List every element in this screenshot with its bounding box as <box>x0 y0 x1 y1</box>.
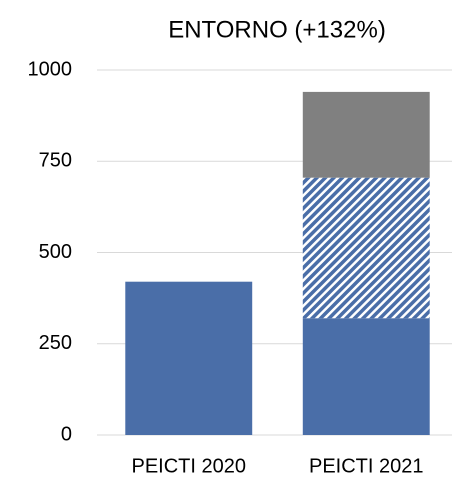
bar-segment <box>302 318 430 435</box>
x-tick-label: PEICTI 2021 <box>309 455 424 477</box>
chart-title: ENTORNO (+132%) <box>168 16 386 43</box>
bar-segment <box>302 91 430 178</box>
bar-segment <box>302 177 430 319</box>
y-tick-label: 750 <box>39 150 72 172</box>
y-tick-label: 0 <box>61 423 72 445</box>
x-tick-label: PEICTI 2020 <box>131 455 246 477</box>
y-tick-label: 250 <box>39 332 72 354</box>
bar-segment <box>125 281 253 435</box>
y-tick-label: 500 <box>39 241 72 263</box>
y-tick-label: 1000 <box>28 58 73 80</box>
